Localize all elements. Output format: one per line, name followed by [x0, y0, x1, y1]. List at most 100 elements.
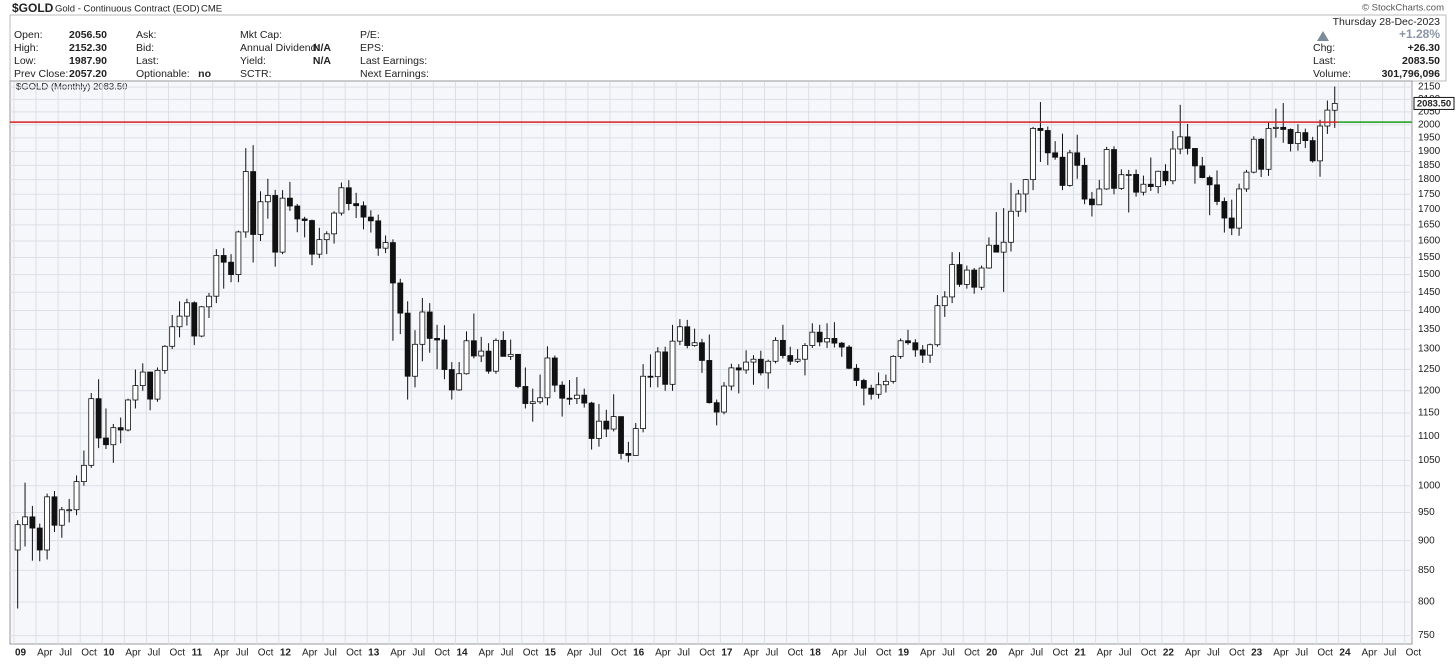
candle-body [934, 305, 941, 346]
field-label: P/E: [360, 29, 380, 41]
candle-body [875, 384, 882, 395]
candle-body [1008, 210, 1014, 243]
x-tick-label: Oct [258, 648, 274, 659]
x-tick-label: Jul [59, 648, 72, 659]
symbol: $GOLD [12, 1, 54, 15]
candle-body [228, 261, 234, 275]
field-label: Last Earnings: [360, 55, 427, 67]
field-value: 2056.50 [69, 29, 107, 41]
field-value: N/A [313, 42, 332, 54]
candle-body [603, 420, 610, 430]
field-label: Open: [14, 29, 43, 41]
x-tick-label: Jul [942, 648, 955, 659]
candle-body [927, 344, 933, 356]
candle-body [470, 340, 477, 357]
x-tick-label: Oct [788, 648, 804, 659]
field-value: 2152.30 [69, 42, 107, 54]
candle-body [1169, 148, 1176, 182]
candle-body [1250, 138, 1257, 173]
candle-body [684, 326, 691, 346]
candle-body [154, 369, 161, 400]
candle-body [1125, 174, 1132, 176]
candle-body [382, 242, 389, 249]
candle-body [757, 358, 764, 374]
candle-body [912, 342, 919, 351]
field-label: Annual Dividend: [240, 42, 319, 54]
candle-body [713, 402, 720, 413]
y-tick-label: 1500 [1418, 269, 1441, 280]
x-tick-label: Oct [1141, 648, 1157, 659]
candle-body [88, 398, 95, 466]
x-tick-label: Jul [236, 648, 249, 659]
x-tick-label: 18 [810, 648, 822, 659]
x-tick-label: Apr [390, 648, 406, 659]
candle-body [596, 420, 602, 439]
field-value: +26.30 [1408, 42, 1441, 54]
candle-body [294, 205, 301, 220]
candle-body [257, 201, 264, 235]
x-tick-label: Oct [876, 648, 892, 659]
field-label: Chg: [1313, 42, 1335, 54]
candle-body [360, 205, 367, 218]
candle-body [1155, 170, 1162, 187]
candle-body [507, 353, 514, 357]
candle-body [448, 369, 455, 391]
x-tick-label: Oct [1406, 648, 1422, 659]
x-tick-label: Jul [1030, 648, 1043, 659]
candle-body [787, 355, 794, 362]
candle-body [103, 437, 109, 446]
x-tick-label: 12 [280, 648, 292, 659]
candles [14, 86, 1338, 609]
candle-body [1140, 183, 1147, 193]
candle-body [625, 453, 632, 456]
candle-body [721, 385, 727, 413]
field-label: Prev Close: [14, 68, 68, 80]
candle-body [1111, 149, 1117, 189]
candle-body [95, 398, 102, 439]
y-tick-label: 900 [1418, 535, 1435, 546]
candle-body [618, 416, 624, 454]
field-label: Yield: [240, 55, 266, 67]
x-tick-label: 17 [721, 648, 733, 659]
y-tick-label: 1800 [1418, 174, 1441, 185]
field-label: Optionable: [136, 68, 190, 80]
candle-body [1265, 127, 1272, 170]
y-tick-label: 1000 [1418, 480, 1441, 491]
y-tick-label: 2050 [1418, 107, 1441, 118]
x-tick-label: Apr [1273, 648, 1289, 659]
candle-body [853, 367, 860, 381]
percent-change: +1.28% [1399, 27, 1440, 41]
y-tick-label: 1600 [1418, 236, 1441, 247]
x-tick-label: Apr [1008, 648, 1024, 659]
field-label: Bid: [136, 42, 154, 54]
y-tick-label: 1200 [1418, 385, 1441, 396]
candle-body [250, 171, 257, 235]
candle-body [750, 358, 757, 363]
candle-body [824, 337, 830, 343]
x-tick-label: Oct [434, 648, 450, 659]
candle-body [301, 218, 308, 221]
candle-body [191, 302, 198, 337]
candle-body [287, 197, 293, 207]
candle-body [485, 350, 492, 372]
field-label: High: [14, 42, 39, 54]
candle-body [802, 345, 808, 360]
candle-body [647, 375, 654, 378]
candle-body [1044, 130, 1051, 154]
candle-body [669, 340, 676, 385]
candle-body [456, 373, 463, 391]
candle-body [1030, 127, 1036, 181]
candle-body [1236, 188, 1242, 229]
candle-body [566, 397, 573, 400]
candle-body [441, 339, 448, 370]
y-tick-label: 1350 [1418, 324, 1441, 335]
candle-body [772, 339, 779, 362]
x-tick-label: Oct [523, 648, 539, 659]
x-tick-label: Oct [611, 648, 627, 659]
x-tick-label: Jul [854, 648, 867, 659]
candle-body [125, 399, 131, 431]
x-tick-label: Jul [501, 648, 514, 659]
field-label: Next Earnings: [360, 68, 429, 80]
candle-body [1081, 164, 1088, 200]
candle-body [147, 371, 154, 400]
